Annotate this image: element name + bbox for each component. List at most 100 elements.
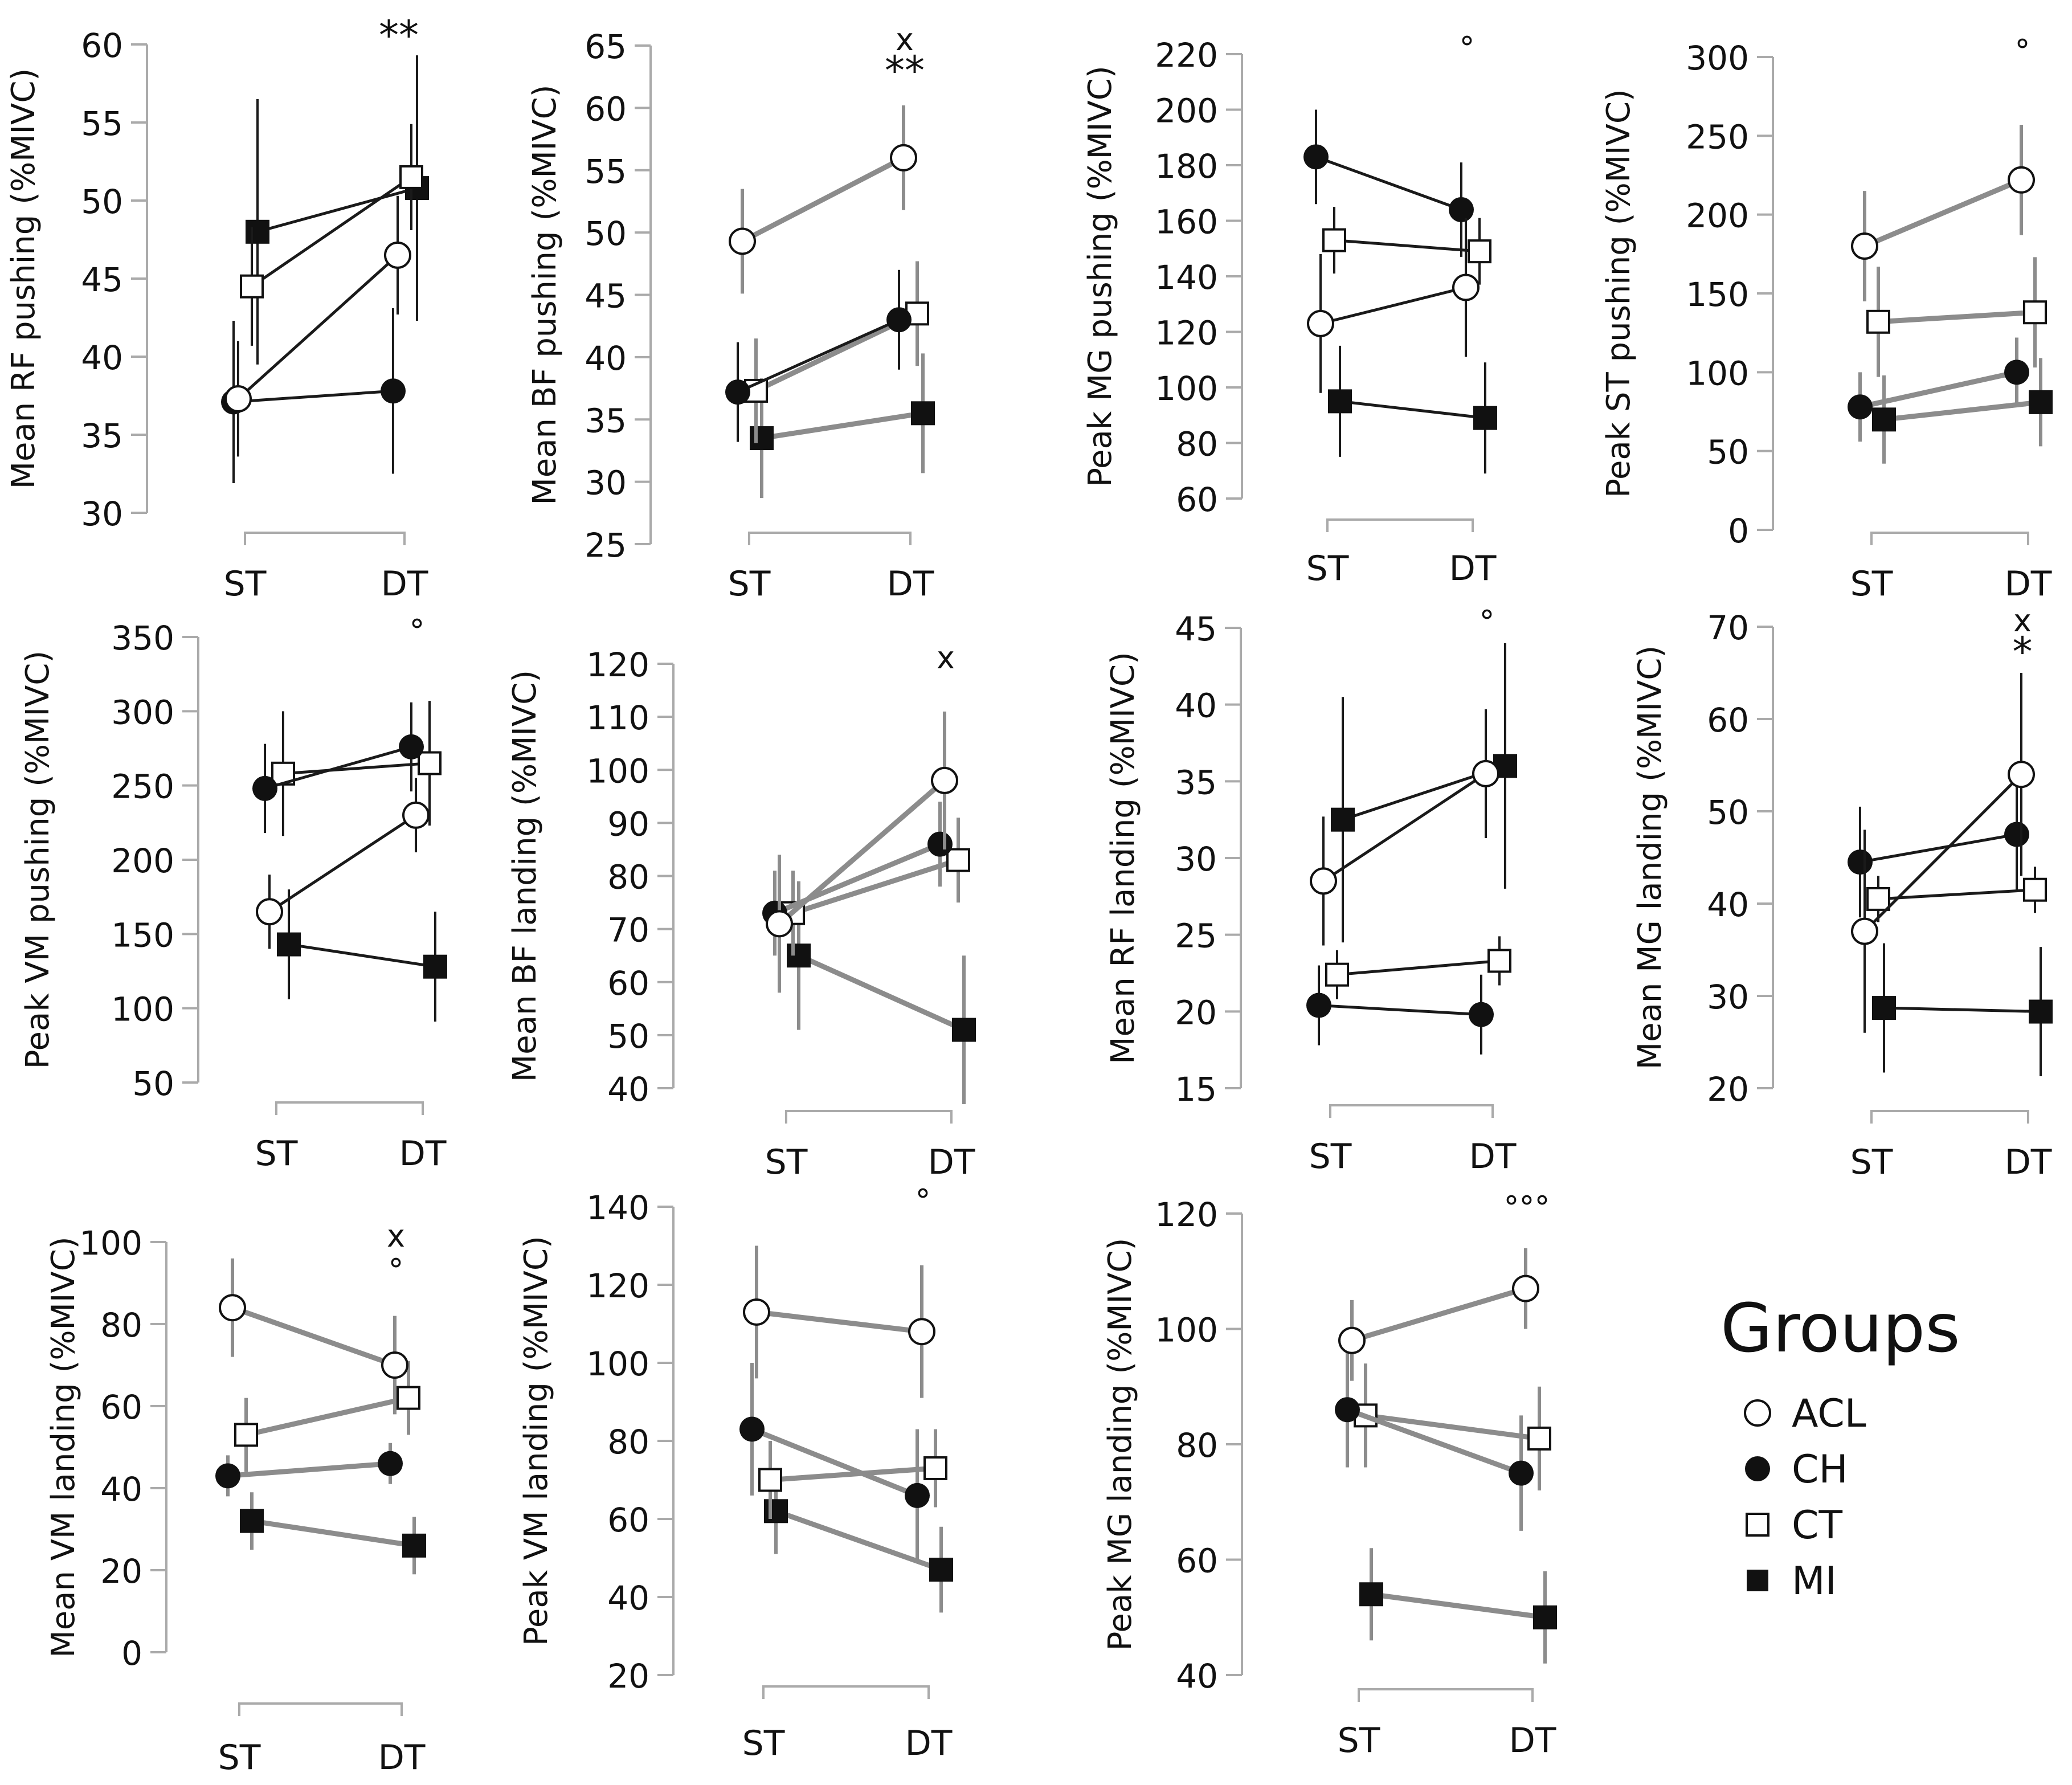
- panel-mean-rf-landing: 15 20 25 30 35 40 45 Mean RF landing (%MIVC) ST D…: [1105, 604, 1517, 1177]
- series-ch: [762, 802, 953, 956]
- point-mi: [402, 1533, 426, 1558]
- y-tick-label: 160: [1155, 203, 1218, 242]
- point-ch: [399, 734, 424, 759]
- point-ct: [234, 1423, 258, 1447]
- y-tick-label: 20: [607, 1657, 649, 1696]
- x-tick-label: DT: [399, 1134, 447, 1174]
- series-acl: [1851, 673, 2035, 1033]
- series-mi: [787, 881, 976, 1104]
- series-line: [741, 155, 905, 244]
- series-ct: [271, 701, 442, 836]
- series-ch: [221, 308, 406, 483]
- y-tick-label: 140: [586, 1188, 649, 1227]
- series-line: [268, 814, 417, 913]
- panel-peak-mg-pushing: 60 80 100 120 140 160 180 200 220 Peak MG pushing…: [1082, 30, 1497, 589]
- series-line: [246, 1395, 409, 1437]
- point-acl: [2008, 166, 2035, 194]
- y-tick-label: 40: [607, 1070, 649, 1109]
- series-line: [227, 1461, 391, 1478]
- point-acl: [381, 1351, 408, 1379]
- x-axis-bracket: [1326, 518, 1474, 532]
- y-tick-label: 70: [607, 911, 649, 950]
- y-tick-label: 60: [607, 964, 649, 1003]
- significance-annotation: **: [379, 12, 419, 59]
- legend-item-ch: CH: [1745, 1447, 1848, 1492]
- y-tick-label: 40: [1175, 687, 1217, 725]
- point-mi: [952, 1018, 976, 1042]
- x-tick-label: DT: [905, 1723, 953, 1763]
- point-ct: [1468, 239, 1491, 264]
- x-tick-label: DT: [1449, 549, 1497, 589]
- series-ch: [1335, 1352, 1534, 1531]
- x-axis-bracket: [1358, 1688, 1534, 1702]
- y-axis-label: Peak ST pushing (%MIVC): [1600, 89, 1637, 498]
- series-ch: [1848, 779, 2029, 918]
- point-ct: [397, 1386, 420, 1410]
- point-acl: [1851, 232, 1878, 260]
- point-ct: [1866, 309, 1890, 334]
- y-tick-label: 80: [607, 858, 649, 897]
- series-line: [798, 953, 965, 1032]
- series-line: [751, 1427, 918, 1498]
- series-line: [1878, 309, 2036, 325]
- series-mi: [1359, 1548, 1557, 1664]
- series-line: [1334, 239, 1480, 253]
- series-acl: [224, 195, 411, 457]
- series-line: [1318, 1004, 1482, 1016]
- y-tick-label: 60: [1176, 480, 1218, 519]
- point-ch: [1306, 992, 1331, 1018]
- y-axis-label: Peak VM landing (%MIVC): [518, 1236, 555, 1646]
- series-line: [1883, 399, 2041, 422]
- y-tick-label: 90: [607, 804, 649, 843]
- y-axis-label: Mean MG landing (%MIVC): [1632, 646, 1669, 1069]
- y-tick-label: 150: [1686, 275, 1749, 314]
- significance-annotation: *: [2013, 628, 2033, 675]
- legend-item-acl: ACL: [1744, 1391, 1866, 1436]
- series-line: [1337, 959, 1500, 977]
- y-tick-label: 50: [132, 1064, 174, 1103]
- point-ct: [399, 165, 423, 189]
- series-mi: [1328, 345, 1497, 474]
- point-acl: [931, 766, 958, 794]
- series-ct: [1866, 257, 2047, 377]
- series-line: [761, 410, 923, 441]
- series-ch: [725, 269, 912, 442]
- point-mi: [246, 219, 269, 244]
- point-ct: [2023, 877, 2047, 902]
- x-axis-bracket: [1870, 1110, 2029, 1124]
- point-acl: [890, 144, 917, 171]
- x-axis-bracket: [275, 1101, 424, 1115]
- series-line: [233, 389, 394, 403]
- y-tick-label: 45: [81, 260, 123, 299]
- point-ch: [886, 307, 912, 333]
- point-ch: [1303, 144, 1329, 170]
- panel-peak-vm-landing: 20 40 60 80 100 120 140 Peak VM landing (%MIVC)…: [518, 1183, 953, 1763]
- point-mi: [1872, 407, 1896, 432]
- series-line: [1351, 1286, 1527, 1343]
- series-mi: [750, 353, 935, 499]
- y-tick-label: 65: [585, 27, 627, 66]
- panel-mean-mg-landing: 20 30 40 50 60 70 Mean MG landing (%MIVC) ST DT x…: [1632, 603, 2053, 1182]
- series-acl: [1307, 218, 1480, 393]
- point-ch: [1449, 197, 1474, 222]
- point-ch: [378, 1451, 403, 1476]
- y-tick-label: 35: [585, 401, 627, 440]
- chart-panels: 30 35 40 45 50 55 60 Mean RF pushing (%MIVC) ST D…: [5, 12, 2053, 1778]
- x-tick-label: ST: [728, 564, 771, 604]
- y-tick-label: 180: [1155, 147, 1218, 186]
- series-line: [792, 857, 959, 916]
- y-axis-label: Mean BF landing (%MIVC): [506, 670, 543, 1082]
- point-acl: [219, 1294, 246, 1322]
- y-tick-label: 30: [585, 464, 627, 503]
- y-tick-label: 100: [1155, 1311, 1218, 1350]
- y-tick-label: 50: [1707, 433, 1749, 472]
- y-tick-label: 100: [1155, 369, 1218, 408]
- y-tick-label: 35: [1175, 763, 1217, 802]
- x-tick-label: DT: [381, 564, 428, 604]
- point-acl: [908, 1318, 935, 1346]
- panel-mean-bf-landing: 40 50 60 70 80 90 100 110 120 Mean BF landing (%M…: [506, 640, 976, 1182]
- series-ct: [1325, 936, 1511, 999]
- y-tick-label: 200: [1155, 92, 1218, 130]
- significance-annotation: °: [2015, 33, 2030, 69]
- legend: Groups ACL CH CT MI: [1720, 1289, 1960, 1604]
